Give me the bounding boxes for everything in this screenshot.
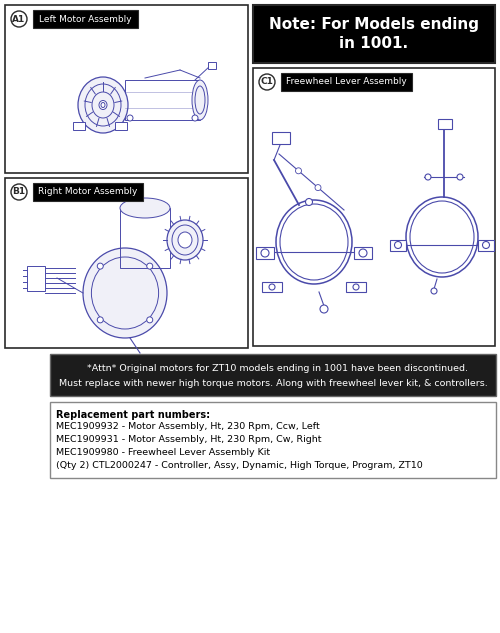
Circle shape xyxy=(146,263,152,269)
Circle shape xyxy=(192,115,198,121)
Bar xyxy=(50,402,496,478)
Circle shape xyxy=(296,168,302,174)
Text: Replacement part numbers:: Replacement part numbers: xyxy=(56,410,210,420)
Text: Note: For Models ending
in 1001.: Note: For Models ending in 1001. xyxy=(269,16,479,51)
Circle shape xyxy=(11,184,27,200)
Circle shape xyxy=(394,242,402,249)
Ellipse shape xyxy=(192,80,208,120)
Bar xyxy=(5,178,248,348)
Bar xyxy=(27,266,45,291)
Text: Freewheel Lever Assembly: Freewheel Lever Assembly xyxy=(286,77,407,87)
Bar xyxy=(33,183,143,201)
Circle shape xyxy=(146,317,152,323)
Circle shape xyxy=(306,199,312,206)
Ellipse shape xyxy=(120,198,170,218)
Bar xyxy=(253,68,495,346)
Ellipse shape xyxy=(101,103,105,108)
Text: C1: C1 xyxy=(260,77,274,87)
Text: MEC1909931 - Motor Assembly, Ht, 230 Rpm, Cw, Right: MEC1909931 - Motor Assembly, Ht, 230 Rpm… xyxy=(56,435,322,444)
Circle shape xyxy=(482,242,490,249)
Circle shape xyxy=(259,74,275,90)
Circle shape xyxy=(320,305,328,313)
Ellipse shape xyxy=(167,220,203,260)
Circle shape xyxy=(315,185,321,191)
Bar xyxy=(253,5,495,63)
Ellipse shape xyxy=(178,232,192,248)
Bar xyxy=(125,80,200,120)
Circle shape xyxy=(98,263,103,269)
Circle shape xyxy=(353,284,359,290)
Circle shape xyxy=(431,288,437,294)
Text: Left Motor Assembly: Left Motor Assembly xyxy=(39,15,132,23)
Bar xyxy=(346,282,366,292)
Ellipse shape xyxy=(83,248,167,338)
Bar xyxy=(281,73,412,91)
Bar xyxy=(478,240,494,251)
Bar xyxy=(73,122,85,130)
Circle shape xyxy=(261,249,269,257)
Ellipse shape xyxy=(92,92,114,118)
Circle shape xyxy=(98,317,103,323)
Bar xyxy=(120,208,170,268)
Text: MEC1909980 - Freewheel Lever Assembly Kit: MEC1909980 - Freewheel Lever Assembly Ki… xyxy=(56,448,270,457)
Bar xyxy=(354,247,372,259)
Circle shape xyxy=(359,249,367,257)
Text: MEC1909932 - Motor Assembly, Ht, 230 Rpm, Ccw, Left: MEC1909932 - Motor Assembly, Ht, 230 Rpm… xyxy=(56,422,320,431)
Ellipse shape xyxy=(78,77,128,133)
Text: Right Motor Assembly: Right Motor Assembly xyxy=(38,187,138,196)
Bar xyxy=(390,240,406,251)
Circle shape xyxy=(11,11,27,27)
Circle shape xyxy=(269,284,275,290)
Ellipse shape xyxy=(99,101,107,110)
Text: Must replace with newer high torque motors. Along with freewheel lever kit, & co: Must replace with newer high torque moto… xyxy=(58,379,488,388)
Text: B1: B1 xyxy=(12,187,26,196)
Bar xyxy=(262,282,282,292)
Bar xyxy=(5,5,248,173)
Circle shape xyxy=(127,115,133,121)
Circle shape xyxy=(425,174,431,180)
Bar xyxy=(115,122,127,130)
Circle shape xyxy=(457,174,463,180)
Bar xyxy=(33,10,138,28)
Text: (Qty 2) CTL2000247 - Controller, Assy, Dynamic, High Torque, Program, ZT10: (Qty 2) CTL2000247 - Controller, Assy, D… xyxy=(56,461,423,470)
Bar xyxy=(272,132,290,144)
Bar xyxy=(208,62,216,69)
Text: *Attn* Original motors for ZT10 models ending in 1001 have been discontinued.: *Attn* Original motors for ZT10 models e… xyxy=(78,364,468,373)
Bar xyxy=(50,354,496,396)
Bar xyxy=(256,247,274,259)
Text: A1: A1 xyxy=(12,15,26,23)
Bar xyxy=(438,119,452,129)
